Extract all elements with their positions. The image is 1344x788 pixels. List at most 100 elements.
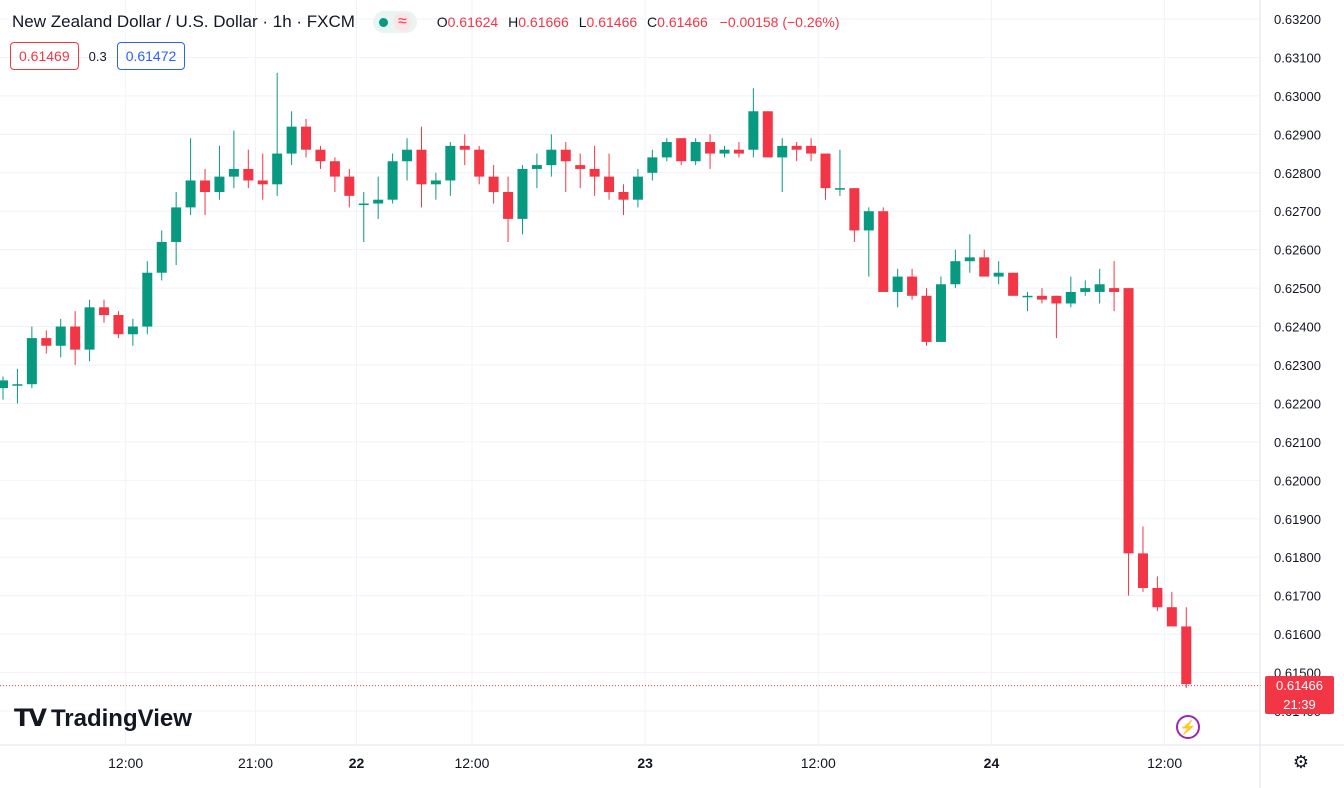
- candle: [243, 149, 254, 189]
- candle-body: [964, 257, 975, 262]
- candle-body: [1166, 607, 1177, 627]
- candle-body: [26, 338, 37, 385]
- candle: [878, 207, 889, 292]
- x-tick-label: 12:00: [1147, 755, 1182, 771]
- candle: [1065, 276, 1076, 308]
- candle: [1137, 526, 1148, 592]
- candle-body: [993, 272, 1004, 277]
- candle: [445, 142, 456, 196]
- candle-body: [55, 326, 66, 346]
- candle: [762, 111, 773, 158]
- candle-body: [806, 145, 817, 154]
- tradingview-logo[interactable]: 𝗧𝗩 TradingView: [14, 704, 192, 733]
- candle-body: [820, 153, 831, 189]
- ohlc-values: O0.61624 H0.61666 L0.61466 C0.61466 −0.0…: [437, 14, 840, 30]
- x-tick-label: 12:00: [454, 755, 489, 771]
- candle: [1181, 607, 1192, 688]
- candle: [1152, 576, 1163, 612]
- candle: [315, 145, 326, 169]
- candle-body: [1152, 587, 1163, 608]
- candle-body: [315, 149, 326, 162]
- buy-button[interactable]: 0.61472: [116, 42, 186, 70]
- y-tick-label: 0.63100: [1274, 50, 1321, 65]
- brand-name: TradingView: [50, 704, 192, 732]
- candle: [1022, 291, 1033, 312]
- low-label: L: [578, 14, 587, 30]
- candle: [459, 134, 470, 166]
- candle: [474, 145, 485, 185]
- candle: [517, 165, 528, 235]
- candle-body: [618, 192, 629, 200]
- market-status[interactable]: ≈: [372, 11, 417, 33]
- lightning-icon[interactable]: ⚡: [1176, 715, 1200, 739]
- candle: [228, 130, 239, 189]
- candle: [185, 138, 196, 216]
- candle-body: [748, 111, 759, 150]
- candle: [272, 72, 283, 196]
- candle: [344, 168, 355, 208]
- candle-body: [445, 145, 456, 181]
- candle-body: [979, 257, 990, 277]
- candle-body: [430, 180, 441, 185]
- candle-body: [517, 168, 528, 219]
- candle: [1051, 295, 1062, 339]
- candle: [849, 188, 860, 242]
- candle-body: [1109, 288, 1120, 292]
- y-tick-label: 0.62100: [1274, 435, 1321, 450]
- time-axis[interactable]: 12:00 21:00 22 12:00 23 12:00 24 12:00: [0, 744, 1344, 771]
- candle-body: [329, 161, 340, 177]
- candle-body: [560, 149, 571, 162]
- candle: [575, 153, 586, 189]
- candle-body: [950, 261, 961, 285]
- candle-body: [1008, 272, 1019, 296]
- candle-body: [546, 149, 557, 166]
- price-axis[interactable]: 0.63200 0.63100 0.63000 0.62900 0.62800 0.627…: [1259, 0, 1321, 788]
- settings-gear-icon[interactable]: ⚙: [1292, 752, 1310, 772]
- candle-body: [690, 142, 701, 162]
- candle: [503, 176, 514, 242]
- candle-body: [647, 157, 658, 173]
- candle-body: [402, 149, 413, 162]
- candle-body: [459, 145, 470, 150]
- y-tick-label: 0.62900: [1274, 127, 1321, 142]
- candle: [791, 142, 802, 162]
- candle: [806, 138, 817, 162]
- candle: [546, 134, 557, 177]
- y-tick-label: 0.62500: [1274, 281, 1321, 296]
- candle-body: [257, 180, 268, 185]
- y-tick-label: 0.63000: [1274, 89, 1321, 104]
- y-tick-label: 0.61600: [1274, 627, 1321, 642]
- candle-body: [1036, 295, 1047, 300]
- y-tick-label: 0.63200: [1274, 12, 1321, 27]
- candle: [834, 149, 845, 196]
- candle-body: [589, 168, 600, 177]
- candle: [964, 234, 975, 273]
- candlestick-series: [0, 72, 1192, 688]
- candle-body: [113, 315, 124, 335]
- y-tick-label: 0.62300: [1274, 358, 1321, 373]
- candle: [733, 142, 744, 158]
- candle-body: [70, 326, 81, 350]
- candle-body: [214, 176, 225, 192]
- sell-button[interactable]: 0.61469: [10, 42, 79, 70]
- candle: [863, 207, 874, 277]
- candle-body: [387, 161, 398, 200]
- candle-body: [0, 380, 8, 389]
- x-tick-label: 24: [984, 755, 1000, 771]
- candle-body: [1123, 288, 1134, 554]
- candle: [618, 184, 629, 216]
- candle: [488, 165, 499, 204]
- wave-icon: ≈: [393, 13, 411, 31]
- candle: [127, 318, 138, 346]
- tradingview-mark-icon: 𝗧𝗩: [14, 705, 47, 732]
- candle: [1109, 261, 1120, 312]
- high-value: 0.61666: [518, 14, 569, 30]
- candle: [142, 261, 153, 335]
- candle-body: [301, 126, 312, 150]
- symbol-title[interactable]: New Zealand Dollar / U.S. Dollar · 1h · …: [12, 12, 355, 31]
- candle: [41, 330, 52, 354]
- candle-body: [676, 138, 687, 162]
- candle-body: [228, 168, 239, 177]
- candle-body: [849, 188, 860, 231]
